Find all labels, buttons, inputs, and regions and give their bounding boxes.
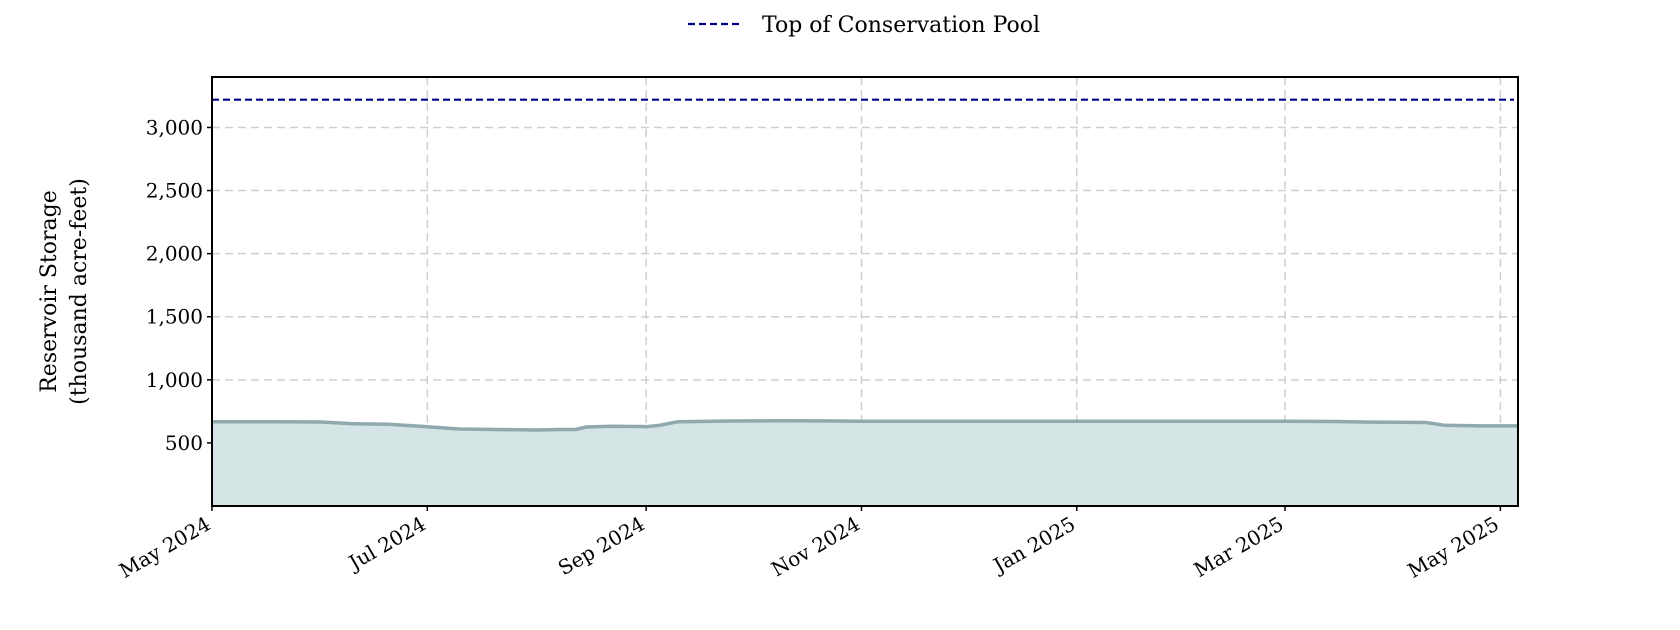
y-tick-label-4: 2,500 bbox=[146, 179, 203, 203]
x-tick-label-3: Nov 2024 bbox=[767, 512, 864, 582]
x-tick-label-1: Jul 2024 bbox=[343, 512, 430, 576]
y-axis: 500 1,000 1,500 2,000 2,500 3,000 bbox=[146, 115, 212, 455]
y-tick-label-2: 1,500 bbox=[146, 305, 203, 329]
x-tick-label-0: May 2024 bbox=[115, 512, 214, 583]
y-tick-label-1: 1,000 bbox=[146, 368, 203, 392]
y-tick-label-5: 3,000 bbox=[146, 115, 203, 139]
y-axis-title-line-0: Reservoir Storage bbox=[37, 190, 62, 393]
storage-series-line bbox=[212, 419, 1518, 432]
y-tick-label-0: 500 bbox=[165, 431, 203, 455]
legend: Top of Conservation Pool bbox=[688, 13, 1040, 38]
storage-area-fill bbox=[212, 420, 1518, 506]
plot-frame bbox=[211, 76, 1519, 507]
y-axis-title-line-1: (thousand acre-feet) bbox=[67, 178, 92, 405]
x-tick-label-4: Jan 2025 bbox=[988, 512, 1080, 579]
y-axis-title: Reservoir Storage (thousand acre-feet) bbox=[37, 178, 92, 405]
x-tick-label-6: May 2025 bbox=[1403, 512, 1502, 583]
x-tick-label-5: Mar 2025 bbox=[1190, 512, 1288, 582]
plot-area bbox=[212, 98, 1518, 506]
x-axis: May 2024 Jul 2024 Sep 2024 Nov 2024 Jan 2025… bbox=[115, 506, 1503, 583]
x-tick-label-2: Sep 2024 bbox=[554, 512, 649, 581]
legend-label-conservation-pool: Top of Conservation Pool bbox=[762, 13, 1040, 38]
y-tick-label-3: 2,000 bbox=[146, 242, 203, 266]
